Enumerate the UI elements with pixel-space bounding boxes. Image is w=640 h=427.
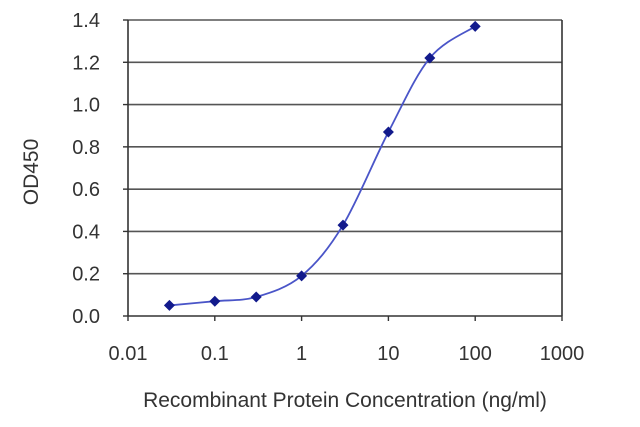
x-axis-label: Recombinant Protein Concentration (ng/ml… (143, 389, 547, 412)
x-tick-label: 0.1 (201, 343, 229, 365)
y-tick-label: 0.0 (72, 306, 100, 328)
y-tick-label: 0.4 (72, 221, 100, 243)
grid-lines (128, 19, 562, 275)
x-tick-label: 0.01 (109, 343, 148, 365)
data-point (209, 295, 221, 307)
data-point (163, 299, 175, 311)
x-tick-label: 1 (296, 343, 307, 365)
data-point (382, 126, 394, 138)
series-line (169, 25, 476, 307)
y-tick-label: 1.0 (72, 95, 100, 117)
y-tick-label: 0.6 (72, 179, 100, 201)
y-tick-label: 0.8 (72, 137, 100, 159)
y-axis-label: OD450 (20, 139, 43, 206)
y-tick-label: 1.4 (72, 10, 100, 32)
data-point (469, 20, 481, 32)
data-point (250, 291, 262, 303)
x-tick-labels: 0.01 0.1 1 10 100 1000 (109, 343, 585, 365)
y-tick-label: 0.2 (72, 264, 100, 286)
data-series (163, 20, 481, 311)
data-point (424, 52, 436, 64)
x-tick-label: 1000 (540, 343, 585, 365)
data-point (337, 219, 349, 231)
axes (123, 19, 563, 321)
y-tick-label: 1.2 (72, 52, 100, 74)
x-tick-label: 100 (459, 343, 492, 365)
x-tick-label: 10 (377, 343, 399, 365)
data-point (296, 270, 308, 282)
y-tick-labels: 0.0 0.2 0.4 0.6 0.8 1.0 1.2 1.4 (72, 10, 100, 328)
